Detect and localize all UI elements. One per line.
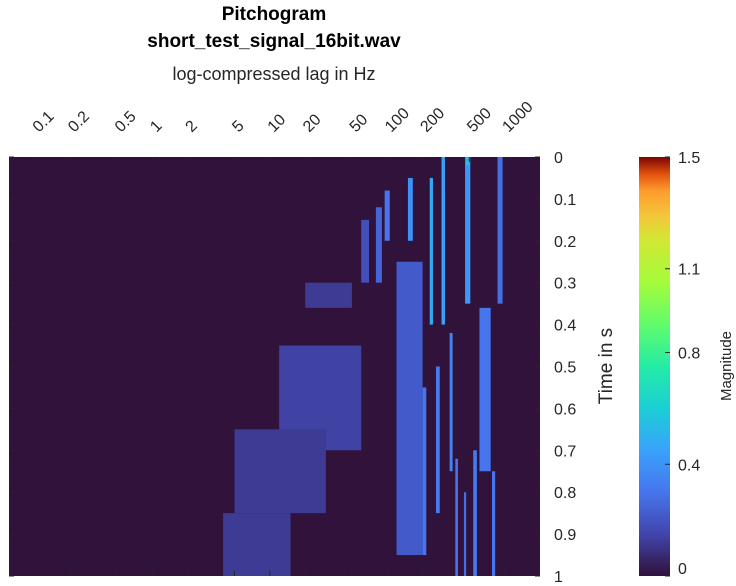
x-tick-label: 20: [300, 111, 325, 136]
colorbar-ticks: 0 0.4 0.8 1.1 1.5: [665, 150, 700, 578]
heatmap-region-20: [455, 458, 458, 576]
heatmap-region-10: [361, 219, 370, 283]
x-tick-label: 1: [147, 117, 165, 135]
heatmap-region-21: [463, 492, 467, 576]
x-tick-label: 0.5: [112, 108, 140, 136]
colorbar-tick-label: 1.5: [678, 150, 700, 167]
colorbar: 0 0.4 0.8 1.1 1.5 Magnitude: [639, 150, 735, 578]
heatmap-region-3: [497, 157, 503, 304]
x-tick-label: 0.1: [30, 108, 58, 136]
y-tick-label: 0.1: [554, 192, 576, 209]
chart-title: Pitchogram: [222, 4, 327, 25]
y-tick-label: 0.8: [554, 485, 576, 502]
heatmap-region-18: [473, 450, 477, 576]
heatmap-region-14: [223, 513, 291, 576]
x-tick-label: 0.2: [65, 108, 93, 136]
y-tick-label: 0: [554, 150, 563, 167]
colorbar-label: Magnitude: [718, 331, 735, 401]
heatmap-region-15: [449, 332, 453, 472]
y-axis-label: Time in s: [596, 328, 617, 404]
x-tick-label: 200: [417, 105, 448, 136]
heatmap-region-5: [441, 157, 445, 325]
y-tick-label: 0.3: [554, 276, 576, 293]
y-tick-label: 0.9: [554, 527, 576, 544]
x-tick-label: 1000: [499, 99, 536, 136]
heatmap-region-22: [396, 261, 423, 556]
heatmap-cells: [223, 157, 503, 576]
heatmap-region-7: [407, 177, 413, 241]
heatmap-region-13: [234, 429, 326, 514]
colorbar-gradient: [639, 157, 670, 576]
heatmap-region-6: [429, 177, 433, 325]
colorbar-tick-label: 0: [678, 561, 687, 578]
x-axis-label: log-compressed lag in Hz: [172, 64, 375, 84]
x-tick-label: 10: [265, 111, 290, 136]
plot-area: [9, 157, 540, 576]
chart-subtitle: short_test_signal_16bit.wav: [147, 31, 401, 52]
colorbar-tick-label: 0.4: [678, 457, 700, 474]
y-tick-label: 1: [554, 569, 563, 586]
heatmap-region-8: [384, 190, 390, 241]
x-tick-label: 2: [183, 117, 201, 135]
heatmap-region-2: [466, 157, 470, 166]
y-tick-label: 0.2: [554, 234, 576, 251]
y-tick-label: 0.6: [554, 401, 576, 418]
y-tick-label: 0.4: [554, 318, 576, 335]
y-tick-label: 0.5: [554, 360, 576, 377]
x-tick-label: 500: [464, 105, 495, 136]
y-axis: 0 0.1 0.2 0.3 0.4 0.5 0.6 0.7 0.8 0.9 1: [9, 150, 576, 586]
x-tick-label: 100: [382, 105, 413, 136]
y-tick-label: 0.7: [554, 443, 576, 460]
heatmap-region-11: [305, 282, 352, 308]
heatmap-region-1: [465, 157, 471, 304]
colorbar-tick-label: 0.8: [678, 346, 700, 363]
x-tick-label: 50: [347, 111, 372, 136]
heatmap-region-16: [435, 366, 440, 514]
colorbar-tick-label: 1.1: [678, 262, 700, 279]
heatmap-region-9: [375, 207, 382, 283]
heatmap-region-4: [479, 307, 491, 472]
heatmap-region-17: [422, 387, 427, 556]
x-tick-label: 5: [229, 117, 247, 135]
heatmap-region-19: [491, 471, 496, 576]
